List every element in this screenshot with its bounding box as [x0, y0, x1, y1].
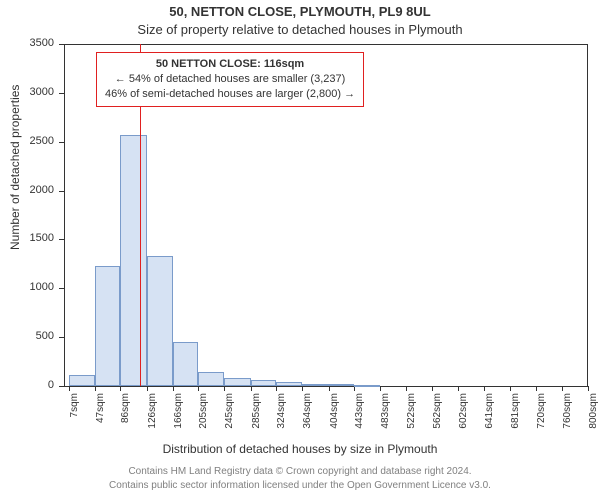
y-axis — [64, 44, 65, 386]
ytick-mark — [59, 191, 64, 192]
xtick-mark — [458, 386, 459, 391]
histogram-bar — [302, 384, 328, 386]
histogram-bar — [173, 342, 199, 386]
xtick-mark — [562, 386, 563, 391]
xtick-label: 483sqm — [380, 393, 391, 433]
xtick-label: 324sqm — [276, 393, 287, 433]
footer-line2: Contains public sector information licen… — [109, 480, 491, 491]
histogram-bar — [251, 380, 277, 386]
xtick-mark — [510, 386, 511, 391]
histogram-bar — [329, 384, 355, 386]
xtick-mark — [147, 386, 148, 391]
xtick-mark — [588, 386, 589, 391]
histogram-bar — [224, 378, 250, 386]
ytick-mark — [59, 288, 64, 289]
ytick-label: 2000 — [4, 184, 60, 196]
xtick-mark — [95, 386, 96, 391]
ytick-mark — [59, 142, 64, 143]
xtick-label: 47sqm — [95, 393, 106, 433]
ytick-label: 3000 — [4, 86, 60, 98]
xtick-label: 522sqm — [406, 393, 417, 433]
xtick-mark — [406, 386, 407, 391]
chart-container: 50, NETTON CLOSE, PLYMOUTH, PL9 8UL Size… — [0, 0, 600, 500]
xtick-mark — [120, 386, 121, 391]
ytick-mark — [59, 386, 64, 387]
xtick-mark — [69, 386, 70, 391]
xtick-mark — [380, 386, 381, 391]
annotation-line2: ← 54% of detached houses are smaller (3,… — [115, 73, 346, 85]
xtick-mark — [329, 386, 330, 391]
xtick-label: 86sqm — [120, 393, 131, 433]
xtick-mark — [198, 386, 199, 391]
histogram-bar — [95, 266, 121, 386]
xtick-label: 166sqm — [173, 393, 184, 433]
ytick-mark — [59, 239, 64, 240]
footer-attribution: Contains HM Land Registry data © Crown c… — [0, 465, 600, 492]
chart-subtitle: Size of property relative to detached ho… — [0, 22, 600, 37]
xtick-label: 404sqm — [329, 393, 340, 433]
xtick-label: 720sqm — [536, 393, 547, 433]
xtick-label: 760sqm — [562, 393, 573, 433]
histogram-bar — [120, 135, 146, 386]
xtick-label: 800sqm — [588, 393, 599, 433]
ytick-mark — [59, 44, 64, 45]
ytick-mark — [59, 93, 64, 94]
xtick-mark — [173, 386, 174, 391]
xtick-mark — [276, 386, 277, 391]
chart-title: 50, NETTON CLOSE, PLYMOUTH, PL9 8UL — [0, 4, 600, 19]
xtick-label: 681sqm — [510, 393, 521, 433]
histogram-bar — [354, 385, 380, 387]
xtick-mark — [224, 386, 225, 391]
annotation-line3: 46% of semi-detached houses are larger (… — [105, 88, 355, 100]
xtick-mark — [484, 386, 485, 391]
xtick-label: 126sqm — [147, 393, 158, 433]
ytick-label: 3500 — [4, 37, 60, 49]
xtick-label: 641sqm — [484, 393, 495, 433]
ytick-label: 1500 — [4, 232, 60, 244]
xtick-label: 562sqm — [432, 393, 443, 433]
ytick-label: 1000 — [4, 281, 60, 293]
histogram-bar — [147, 256, 173, 386]
xtick-label: 602sqm — [458, 393, 469, 433]
xtick-mark — [536, 386, 537, 391]
xtick-label: 364sqm — [302, 393, 313, 433]
x-axis-label: Distribution of detached houses by size … — [0, 442, 600, 456]
y-axis-label: Number of detached properties — [8, 85, 22, 250]
xtick-label: 245sqm — [224, 393, 235, 433]
xtick-label: 443sqm — [354, 393, 365, 433]
ytick-label: 500 — [4, 330, 60, 342]
annotation-title: 50 NETTON CLOSE: 116sqm — [105, 57, 355, 72]
footer-line1: Contains HM Land Registry data © Crown c… — [128, 466, 471, 477]
annotation-box: 50 NETTON CLOSE: 116sqm ← 54% of detache… — [96, 52, 364, 107]
xtick-mark — [251, 386, 252, 391]
xtick-label: 7sqm — [69, 393, 80, 433]
ytick-label: 2500 — [4, 135, 60, 147]
histogram-bar — [69, 375, 95, 386]
histogram-bar — [276, 382, 302, 386]
xtick-mark — [432, 386, 433, 391]
ytick-label: 0 — [4, 379, 60, 391]
xtick-mark — [302, 386, 303, 391]
xtick-label: 285sqm — [251, 393, 262, 433]
histogram-bar — [198, 372, 224, 386]
ytick-mark — [59, 337, 64, 338]
xtick-label: 205sqm — [198, 393, 209, 433]
